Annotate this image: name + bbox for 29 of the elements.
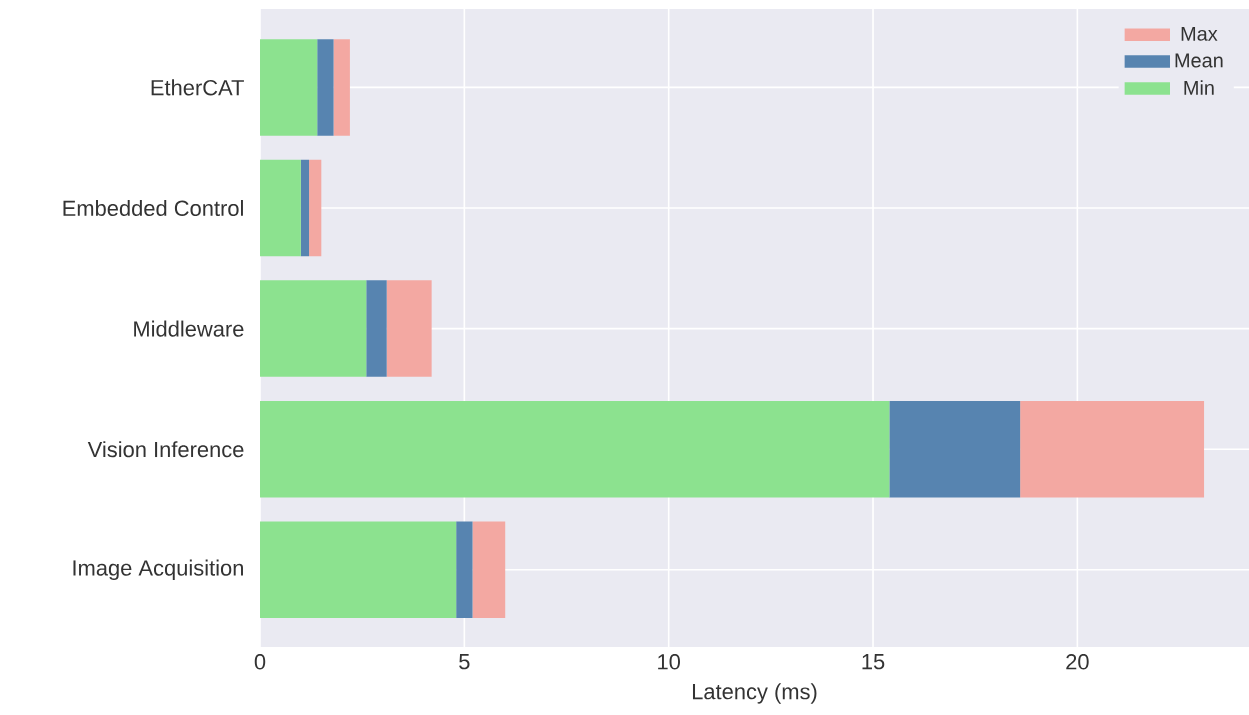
bar xyxy=(456,521,473,619)
x-tick-label: 20 xyxy=(1066,654,1089,670)
x-tick-label: 0 xyxy=(254,654,266,670)
x-tick-label: 10 xyxy=(658,654,680,670)
bar xyxy=(472,521,506,619)
bar xyxy=(386,280,432,377)
bar xyxy=(317,39,334,136)
y-tick-label: Vision Inference xyxy=(87,441,244,458)
x-tick-label: 15 xyxy=(862,654,885,670)
legend-label: Max xyxy=(1181,26,1218,41)
bar xyxy=(309,159,322,257)
bar xyxy=(366,280,387,377)
bar xyxy=(260,39,318,136)
y-tick-label: EtherCAT xyxy=(151,79,244,96)
legend-label: Mean xyxy=(1175,53,1223,68)
bar xyxy=(260,159,301,257)
bar xyxy=(889,400,1021,498)
y-tick-label: Embedded Control xyxy=(63,199,243,217)
bar xyxy=(300,159,310,257)
bar xyxy=(260,400,890,498)
bar xyxy=(1020,400,1205,498)
bar xyxy=(333,39,350,136)
y-tick-label: Middleware xyxy=(134,320,244,337)
bar xyxy=(260,521,457,619)
bar xyxy=(260,280,367,377)
x-axis-title: Latency (ms) xyxy=(692,683,817,704)
y-tick-label: Image Acquisition xyxy=(73,559,243,581)
x-tick-label: 5 xyxy=(459,654,470,670)
legend-label: Min xyxy=(1184,80,1214,95)
